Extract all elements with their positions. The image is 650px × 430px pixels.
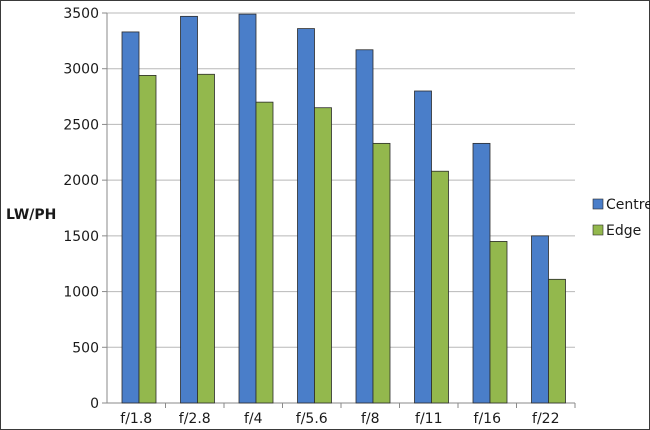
x-tick-label: f/2.8: [179, 411, 211, 427]
x-tick-label: f/22: [532, 411, 559, 427]
bar-centre-2: [238, 13, 257, 404]
y-axis-ticks: 0 500 1000 1500 2000 2500 3000 3500: [63, 6, 99, 412]
bar-edge-4: [372, 142, 391, 404]
bar-edge-3: [314, 107, 332, 404]
bar-edge-2: [255, 101, 274, 404]
bar-centre-1: [180, 15, 198, 404]
y-tick-label: 0: [90, 396, 99, 412]
legend-label-edge: Edge: [606, 223, 641, 239]
bar-edge-6: [489, 241, 508, 404]
legend: Centre Edge: [592, 197, 650, 239]
x-tick-label: f/11: [415, 411, 442, 427]
bar-edge-5: [431, 170, 449, 404]
x-tick-label: f/8: [361, 411, 380, 427]
bar-centre-4: [355, 49, 374, 404]
x-tick-label: f/5.6: [296, 411, 328, 427]
bar-edge-1: [197, 73, 215, 404]
x-tick-label: f/4: [244, 411, 263, 427]
x-axis-ticks: f/1.8 f/2.8 f/4 f/5.6 f/8 f/11 f/16 f/22: [120, 411, 559, 427]
bar-centre-0: [121, 31, 140, 404]
bar-edge-7: [548, 278, 566, 404]
bar-centre-3: [297, 28, 315, 404]
bar-edge-0: [138, 75, 157, 404]
x-tick-label: f/16: [474, 411, 502, 427]
y-axis-label: LW/PH: [6, 207, 56, 223]
legend-swatch-centre: [592, 198, 604, 210]
y-tick-label: 3000: [63, 62, 99, 78]
legend-label-centre: Centre: [606, 197, 650, 213]
legend-swatch-edge: [592, 224, 604, 236]
bar-centre-5: [414, 90, 432, 404]
y-tick-label: 1000: [63, 285, 99, 301]
bars: [121, 13, 566, 404]
y-tick-label: 2500: [63, 117, 99, 133]
y-tick-label: 2000: [63, 173, 99, 189]
y-tick-label: 3500: [63, 6, 99, 22]
bar-centre-6: [472, 142, 491, 404]
y-tick-label: 500: [72, 340, 99, 356]
x-tick-label: f/1.8: [120, 411, 152, 427]
bar-centre-7: [531, 235, 549, 404]
y-tick-label: 1500: [63, 229, 99, 245]
